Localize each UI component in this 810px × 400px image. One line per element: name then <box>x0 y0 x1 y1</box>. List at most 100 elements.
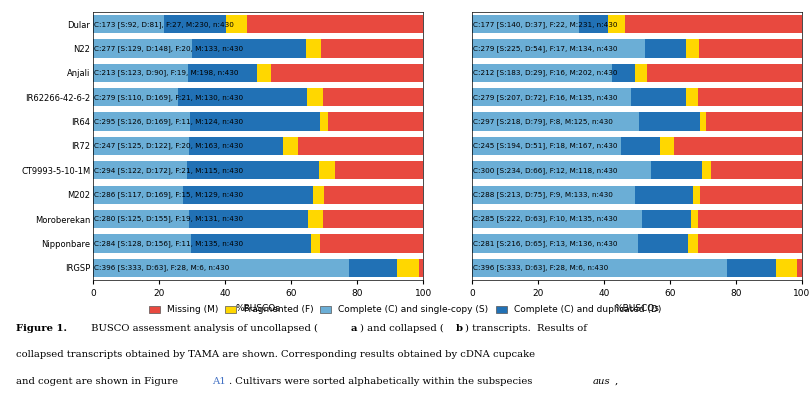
Text: C:279 [S:207, D:72], F:16, M:135, n:430: C:279 [S:207, D:72], F:16, M:135, n:430 <box>473 94 618 101</box>
Text: C:213 [S:123, D:90], F:19, M:198, n:430: C:213 [S:123, D:90], F:19, M:198, n:430 <box>95 70 239 76</box>
Text: . Cultivars were sorted alphabetically within the subspecies: . Cultivars were sorted alphabetically w… <box>229 377 535 386</box>
Bar <box>177 88 307 106</box>
Bar <box>322 210 423 228</box>
Bar <box>797 259 802 277</box>
Bar <box>471 64 612 82</box>
Bar <box>306 40 321 58</box>
Bar <box>183 186 313 204</box>
Bar <box>226 15 247 33</box>
Text: BUSCO assessment analysis of uncollapsed (: BUSCO assessment analysis of uncollapsed… <box>87 324 318 333</box>
Bar <box>257 64 271 82</box>
Bar <box>307 88 323 106</box>
Text: C:284 [S:128, D:156], F:11, M:135, n:430: C:284 [S:128, D:156], F:11, M:135, n:430 <box>95 240 244 247</box>
Bar <box>637 234 688 252</box>
Text: C:396 [S:333, D:63], F:28, M:6, n:430: C:396 [S:333, D:63], F:28, M:6, n:430 <box>95 264 230 271</box>
Bar <box>471 186 635 204</box>
Bar <box>419 259 423 277</box>
Bar <box>693 186 700 204</box>
Bar <box>691 210 698 228</box>
Bar <box>711 161 802 180</box>
Bar <box>702 161 711 180</box>
Bar <box>639 112 700 131</box>
Text: collapsed transcripts obtained by TAMA are shown. Corresponding results obtained: collapsed transcripts obtained by TAMA a… <box>16 350 535 359</box>
Bar <box>660 137 674 155</box>
Text: C:286 [S:117, D:169], F:15, M:129, n:430: C:286 [S:117, D:169], F:15, M:129, n:430 <box>95 191 244 198</box>
Text: C:245 [S:194, D:51], F:18, M:167, n:430: C:245 [S:194, D:51], F:18, M:167, n:430 <box>473 143 618 149</box>
Text: C:285 [S:222, D:63], F:10, M:135, n:430: C:285 [S:222, D:63], F:10, M:135, n:430 <box>473 216 618 222</box>
Bar <box>93 186 183 204</box>
Bar <box>189 137 283 155</box>
Text: C:247 [S:125, D:122], F:20, M:163, n:430: C:247 [S:125, D:122], F:20, M:163, n:430 <box>95 143 244 149</box>
Bar <box>93 64 188 82</box>
Bar <box>634 64 647 82</box>
Bar <box>625 15 802 33</box>
Bar <box>328 112 423 131</box>
Bar <box>686 88 698 106</box>
X-axis label: %BUSCOs: %BUSCOs <box>236 304 280 312</box>
Bar <box>698 210 802 228</box>
Text: C:280 [S:125, D:155], F:19, M:131, n:430: C:280 [S:125, D:155], F:19, M:131, n:430 <box>95 216 244 222</box>
Text: A1: A1 <box>212 377 226 386</box>
Bar <box>647 64 802 82</box>
Bar <box>698 88 802 106</box>
Bar <box>349 259 397 277</box>
Bar <box>700 112 706 131</box>
Bar <box>93 234 191 252</box>
Bar <box>93 161 187 180</box>
Text: C:173 [S:92, D:81], F:27, M:230, n:430: C:173 [S:92, D:81], F:27, M:230, n:430 <box>95 21 234 28</box>
Bar <box>93 40 192 58</box>
Bar <box>699 40 802 58</box>
Text: C:279 [S:110, D:169], F:21, M:130, n:430: C:279 [S:110, D:169], F:21, M:130, n:430 <box>95 94 244 101</box>
X-axis label: %BUSCOs: %BUSCOs <box>615 304 659 312</box>
Legend: Missing (M), Fragmented (F), Complete (C) and single-copy (S), Complete (C) and : Missing (M), Fragmented (F), Complete (C… <box>145 302 665 318</box>
Bar <box>189 210 308 228</box>
Bar <box>324 186 423 204</box>
Bar <box>164 15 226 33</box>
Bar <box>321 40 423 58</box>
Bar <box>319 161 335 180</box>
Bar <box>688 234 697 252</box>
Bar <box>93 137 189 155</box>
Text: C:288 [S:213, D:75], F:9, M:133, n:430: C:288 [S:213, D:75], F:9, M:133, n:430 <box>473 191 613 198</box>
Text: C:212 [S:183, D:29], F:16, M:202, n:430: C:212 [S:183, D:29], F:16, M:202, n:430 <box>473 70 618 76</box>
Bar <box>471 137 620 155</box>
Bar <box>308 210 322 228</box>
Text: C:294 [S:122, D:172], F:21, M:115, n:430: C:294 [S:122, D:172], F:21, M:115, n:430 <box>95 167 244 174</box>
Text: C:177 [S:140, D:37], F:22, M:231, n:430: C:177 [S:140, D:37], F:22, M:231, n:430 <box>473 21 618 28</box>
Bar <box>612 64 634 82</box>
Bar <box>271 64 423 82</box>
Bar <box>247 15 423 33</box>
Bar <box>645 40 686 58</box>
Bar <box>471 15 579 33</box>
Text: C:300 [S:234, D:66], F:12, M:118, n:430: C:300 [S:234, D:66], F:12, M:118, n:430 <box>473 167 618 174</box>
Bar <box>93 112 190 131</box>
Bar <box>727 259 776 277</box>
Text: b: b <box>456 0 468 1</box>
Text: ) transcripts.  Results of: ) transcripts. Results of <box>465 324 587 333</box>
Bar <box>311 234 320 252</box>
Text: C:279 [S:225, D:54], F:17, M:134, n:430: C:279 [S:225, D:54], F:17, M:134, n:430 <box>473 45 618 52</box>
Bar <box>471 161 651 180</box>
Text: C:281 [S:216, D:65], F:13, M:136, n:430: C:281 [S:216, D:65], F:13, M:136, n:430 <box>473 240 618 247</box>
Bar <box>335 161 423 180</box>
Bar <box>776 259 797 277</box>
Bar <box>635 186 693 204</box>
Bar <box>471 88 631 106</box>
Text: C:297 [S:218, D:79], F:8, M:125, n:430: C:297 [S:218, D:79], F:8, M:125, n:430 <box>473 118 613 125</box>
Bar <box>191 234 311 252</box>
Bar <box>397 259 419 277</box>
Text: ,: , <box>614 377 617 386</box>
Bar <box>187 161 319 180</box>
Bar <box>674 137 802 155</box>
Text: Figure 1.: Figure 1. <box>16 324 67 333</box>
Text: and cogent are shown in Figure: and cogent are shown in Figure <box>16 377 181 386</box>
Bar <box>686 40 699 58</box>
Bar <box>93 259 349 277</box>
Bar <box>608 15 625 33</box>
Text: C:295 [S:126, D:169], F:11, M:124, n:430: C:295 [S:126, D:169], F:11, M:124, n:430 <box>95 118 244 125</box>
Bar <box>579 15 608 33</box>
Bar <box>620 137 660 155</box>
Bar <box>700 186 802 204</box>
Bar <box>471 234 637 252</box>
Bar <box>313 186 324 204</box>
